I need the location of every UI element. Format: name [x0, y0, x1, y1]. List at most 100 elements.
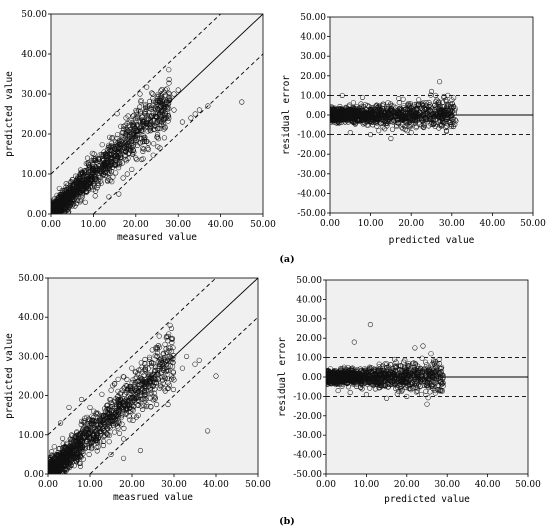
- scatter-point: [117, 151, 123, 157]
- scatter-point: [388, 135, 394, 142]
- scatter-point: [153, 106, 159, 112]
- y-tick-label: 20.00: [300, 72, 326, 82]
- scatter-point: [56, 185, 62, 191]
- scatter-point: [109, 140, 115, 146]
- scatter-point: [389, 126, 396, 132]
- scatter-point: [66, 444, 72, 450]
- scatter-point: [108, 451, 114, 457]
- scatter-point: [448, 112, 454, 118]
- scatter-point: [133, 137, 139, 144]
- scatter-point: [408, 104, 414, 111]
- scatter-point: [330, 111, 335, 117]
- y-tick-label: 40.00: [300, 33, 326, 43]
- scatter-point: [131, 112, 137, 118]
- scatter-point: [69, 460, 75, 466]
- scatter-point: [154, 353, 160, 359]
- scatter-point: [98, 178, 104, 184]
- y-tick-label: 20.00: [21, 130, 47, 140]
- scatter-point: [142, 364, 149, 370]
- scatter-point: [448, 103, 454, 110]
- scatter-point: [74, 200, 80, 207]
- scatter-point: [429, 111, 436, 117]
- scatter-point: [118, 154, 124, 161]
- y-tick-label: 0.00: [306, 111, 326, 121]
- scatter-point: [63, 458, 69, 464]
- scatter-point: [114, 135, 120, 141]
- scatter-point: [95, 410, 101, 416]
- scatter-point: [129, 138, 135, 144]
- scatter-point: [135, 412, 141, 418]
- scatter-point: [107, 423, 113, 429]
- x-tick-label: 30.00: [165, 220, 191, 230]
- scatter-point: [441, 120, 447, 126]
- scatter-point: [67, 436, 73, 442]
- scatter-point: [85, 416, 92, 422]
- y-axis-label: residual error: [281, 75, 292, 155]
- scatter-point: [87, 404, 93, 410]
- scatter-point: [151, 394, 157, 400]
- scatter-point: [96, 418, 102, 424]
- scatter-point: [335, 117, 341, 123]
- scatter-point: [414, 388, 421, 394]
- scatter-point: [370, 116, 376, 122]
- scatter-point: [168, 373, 174, 379]
- scatter-point: [143, 379, 149, 385]
- scatter-point: [75, 183, 81, 189]
- scatter-point: [61, 462, 67, 468]
- scatter-point: [107, 134, 113, 140]
- x-tick-label: 10.00: [358, 219, 384, 229]
- scatter-point: [113, 170, 119, 176]
- scatter-point: [129, 166, 135, 172]
- scatter-point: [124, 120, 130, 127]
- scatter-point: [80, 448, 86, 454]
- scatter-point: [161, 116, 167, 122]
- scatter-point: [105, 178, 111, 184]
- scatter-point: [90, 156, 96, 162]
- scatter-point: [124, 403, 130, 410]
- scatter-point: [165, 112, 171, 118]
- scatter-point: [124, 376, 130, 383]
- scatter-point: [107, 415, 113, 421]
- scatter-point: [126, 387, 132, 393]
- scatter-point: [155, 136, 162, 142]
- scatter-point: [166, 80, 172, 86]
- scatter-point: [449, 104, 455, 110]
- scatter-point: [358, 107, 364, 113]
- scatter-point: [361, 114, 367, 120]
- scatter-point: [61, 196, 67, 202]
- scatter-point: [62, 445, 68, 451]
- scatter-point: [166, 345, 172, 351]
- scatter-point: [359, 94, 366, 100]
- scatter-point: [102, 169, 108, 175]
- scatter-point: [449, 122, 455, 128]
- scatter-point: [167, 322, 173, 328]
- scatter-point: [105, 402, 111, 408]
- scatter-point: [98, 180, 104, 186]
- scatter-point: [431, 102, 438, 109]
- scatter-point: [79, 445, 85, 451]
- scatter-point: [79, 194, 85, 200]
- scatter-point: [144, 402, 150, 408]
- scatter-point: [423, 102, 429, 108]
- scatter-point: [239, 99, 245, 105]
- scatter-point: [440, 119, 446, 125]
- scatter-point: [82, 199, 88, 205]
- scatter-point: [395, 120, 401, 126]
- scatter-point: [373, 117, 379, 123]
- scatter-point: [161, 373, 167, 379]
- scatter-point: [100, 152, 106, 158]
- scatter-point: [120, 411, 126, 417]
- scatter-point: [101, 433, 107, 440]
- scatter-point: [117, 160, 123, 166]
- scatter-point: [412, 117, 418, 124]
- scatter-point: [77, 463, 84, 469]
- scatter-point: [84, 173, 90, 179]
- scatter-point: [72, 437, 78, 443]
- scatter-point: [82, 430, 88, 436]
- y-tick-label: 50.00: [18, 274, 44, 284]
- scatter-point: [164, 86, 170, 92]
- scatter-point: [388, 106, 394, 112]
- scatter-point: [100, 413, 106, 420]
- scatter-point: [416, 102, 422, 108]
- scatter-point: [453, 118, 459, 124]
